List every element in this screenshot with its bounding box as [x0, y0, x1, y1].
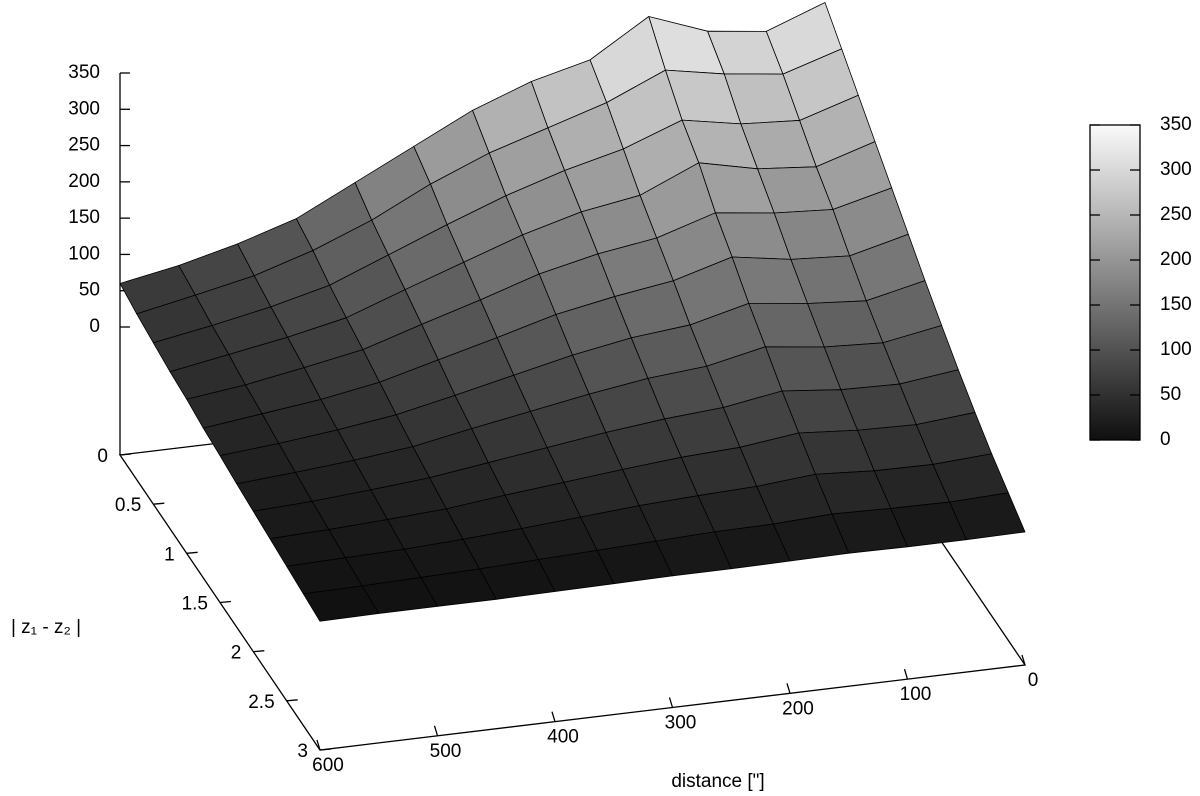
y-tick	[253, 650, 265, 653]
z-tick-label: 250	[68, 135, 100, 156]
x-tick	[786, 683, 791, 694]
colorbar-tick-label: 150	[1160, 294, 1192, 315]
surface	[119, 2, 1026, 622]
y-tick-label: 1.5	[182, 594, 208, 615]
x-tick	[316, 739, 321, 751]
y-tick	[219, 600, 232, 604]
x-tick	[551, 711, 556, 722]
colorbar-tick-label: 100	[1160, 339, 1192, 360]
y-tick	[119, 453, 132, 456]
surface-cell	[302, 585, 380, 622]
colorbar	[1089, 124, 1141, 441]
colorbar-tick-label: 300	[1160, 159, 1192, 180]
x-tick	[903, 668, 909, 680]
y-tick-label: 0.5	[115, 495, 141, 516]
x-tick	[433, 725, 439, 737]
colorbar-tick-label: 250	[1160, 204, 1192, 225]
colorbar-tick-label: 50	[1160, 384, 1181, 405]
y-tick	[286, 699, 298, 702]
y-tick	[319, 748, 332, 751]
x-tick-label: 300	[665, 713, 697, 734]
y-tick-label: 2	[231, 643, 242, 664]
x-tick	[668, 697, 674, 708]
x-tick-label: 100	[900, 684, 932, 705]
z-tick-label: 150	[68, 207, 100, 228]
y-tick-label: 3	[297, 741, 308, 762]
z-tick-label: 100	[68, 243, 100, 264]
x-tick-label: 200	[782, 698, 814, 719]
z-tick-label: 50	[79, 280, 100, 301]
z-tick-label: 300	[68, 98, 100, 119]
y-tick	[153, 502, 165, 505]
x-tick-label: 500	[430, 741, 462, 762]
z-tick-label: 200	[68, 171, 100, 192]
y-axis-label: | z₁ - z₂ |	[11, 617, 81, 638]
y-tick-label: 0	[97, 446, 108, 467]
colorbar-tick-label: 200	[1160, 249, 1192, 270]
x-tick	[1021, 654, 1026, 666]
x-tick-label: 0	[1028, 670, 1039, 691]
x-tick-label: 600	[312, 755, 344, 776]
z-tick-label: 0	[89, 316, 100, 337]
colorbar-tick-label: 350	[1160, 114, 1192, 135]
y-tick	[186, 551, 198, 554]
z-tick-label: 350	[68, 62, 100, 83]
x-axis-label: distance ["]	[671, 771, 764, 792]
y-tick-label: 1	[164, 544, 175, 565]
colorbar-tick-label: 0	[1160, 429, 1171, 450]
y-tick-label: 2.5	[248, 692, 274, 713]
x-tick-label: 400	[547, 727, 579, 748]
